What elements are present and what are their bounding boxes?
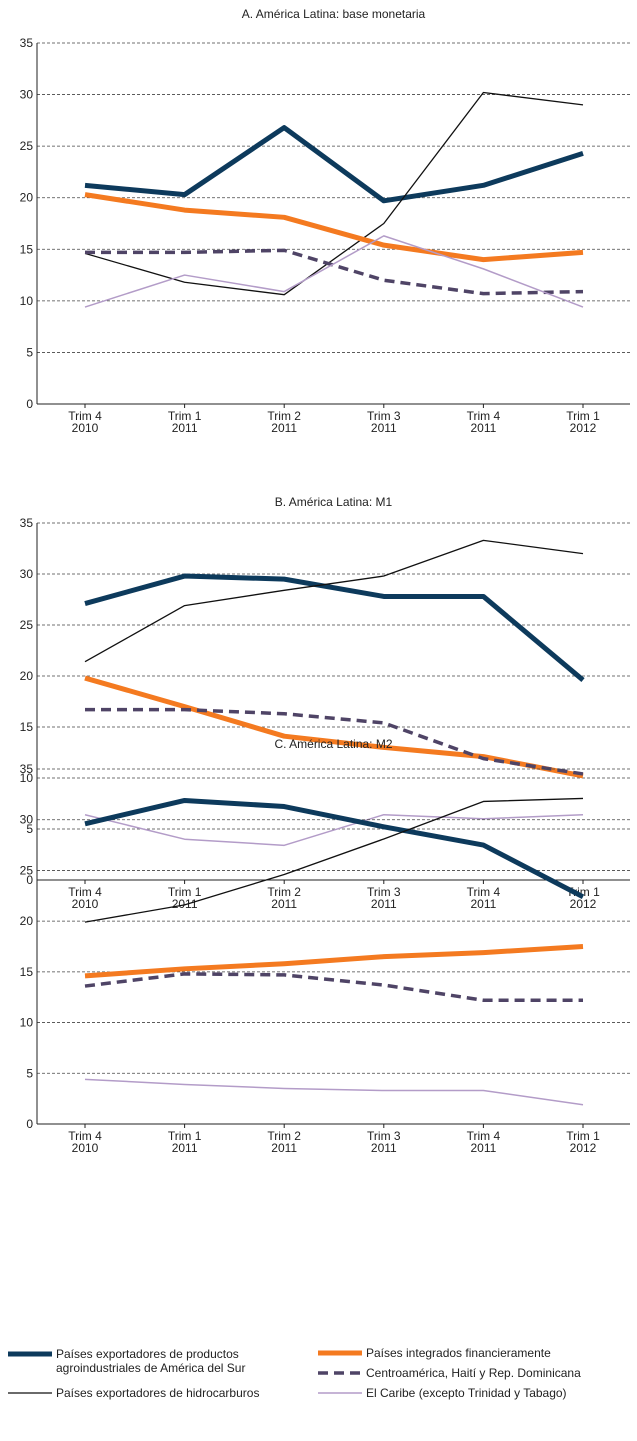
x-tick-label: Trim 1 2012 (566, 1129, 600, 1155)
series-line (84, 235, 584, 308)
y-tick-label: 0 (26, 1117, 33, 1131)
legend-label: Países exportadores de productos agroindu… (56, 1347, 245, 1375)
x-tick-label: Trim 1 2012 (566, 409, 600, 435)
x-tick-label: Trim 1 2011 (168, 1129, 202, 1155)
series-line (84, 797, 585, 900)
y-tick-label: 15 (20, 720, 34, 734)
x-tick-label: Trim 2 2011 (267, 885, 301, 911)
series-line (85, 707, 584, 776)
y-tick-label: 25 (20, 139, 34, 153)
y-tick-label: 5 (26, 345, 33, 359)
x-tick-label: Trim 4 2010 (68, 1129, 102, 1155)
x-tick-label: Trim 4 2010 (68, 409, 102, 435)
series-line (84, 972, 583, 1003)
series-line (84, 797, 584, 923)
chart-title: C. América Latina: M2 (274, 737, 392, 751)
y-tick-label: 30 (20, 813, 34, 827)
series-line (84, 125, 584, 204)
x-tick-label: Trim 4 2011 (467, 409, 501, 435)
y-tick-label: 30 (20, 567, 34, 581)
x-tick-label: Trim 2 2011 (267, 409, 301, 435)
y-tick-label: 20 (20, 191, 34, 205)
x-tick-label: Trim 1 2012 (566, 885, 600, 911)
x-tick-label: Trim 2 2011 (267, 1129, 301, 1155)
y-tick-label: 30 (20, 88, 34, 102)
x-tick-label: Trim 4 2011 (467, 1129, 501, 1155)
y-tick-label: 10 (20, 1016, 34, 1030)
y-tick-label: 20 (20, 669, 34, 683)
series-line (84, 944, 584, 979)
legend-label: Centroamérica, Haití y Rep. Dominicana (366, 1366, 581, 1380)
series-line (84, 813, 584, 847)
series-line (84, 1078, 584, 1106)
y-tick-label: 0 (26, 397, 33, 411)
x-tick-label: Trim 3 2011 (367, 885, 401, 911)
legend-label: El Caribe (excepto Trinidad y Tabago) (366, 1386, 567, 1400)
y-tick-label: 5 (26, 1066, 33, 1080)
x-tick-label: Trim 4 2011 (467, 885, 501, 911)
y-tick-label: 0 (26, 873, 33, 887)
chart-title: B. América Latina: M1 (275, 495, 393, 509)
x-tick-label: Trim 3 2011 (367, 409, 401, 435)
x-tick-label: Trim 3 2011 (367, 1129, 401, 1155)
series-line (84, 573, 585, 682)
x-tick-label: Trim 1 2011 (168, 885, 202, 911)
y-tick-label: 25 (20, 863, 34, 877)
series-line (84, 91, 584, 296)
y-tick-label: 35 (20, 36, 34, 50)
y-tick-label: 25 (20, 618, 34, 632)
y-tick-label: 10 (20, 294, 34, 308)
legend-label: Países exportadores de hidrocarburos (56, 1386, 259, 1400)
y-tick-label: 10 (20, 771, 34, 785)
series-line (84, 192, 584, 263)
legend-label: Países integrados financieramente (366, 1346, 551, 1360)
y-tick-label: 5 (26, 822, 33, 836)
y-tick-label: 35 (20, 516, 34, 530)
y-tick-label: 15 (20, 965, 34, 979)
x-tick-label: Trim 4 2010 (68, 885, 102, 911)
y-tick-label: 35 (20, 762, 34, 776)
y-tick-label: 15 (20, 242, 34, 256)
x-tick-label: Trim 1 2011 (168, 409, 202, 435)
series-line (84, 539, 584, 663)
y-tick-label: 20 (20, 914, 34, 928)
chart-title: A. América Latina: base monetaria (242, 7, 426, 21)
series-line (85, 248, 584, 296)
